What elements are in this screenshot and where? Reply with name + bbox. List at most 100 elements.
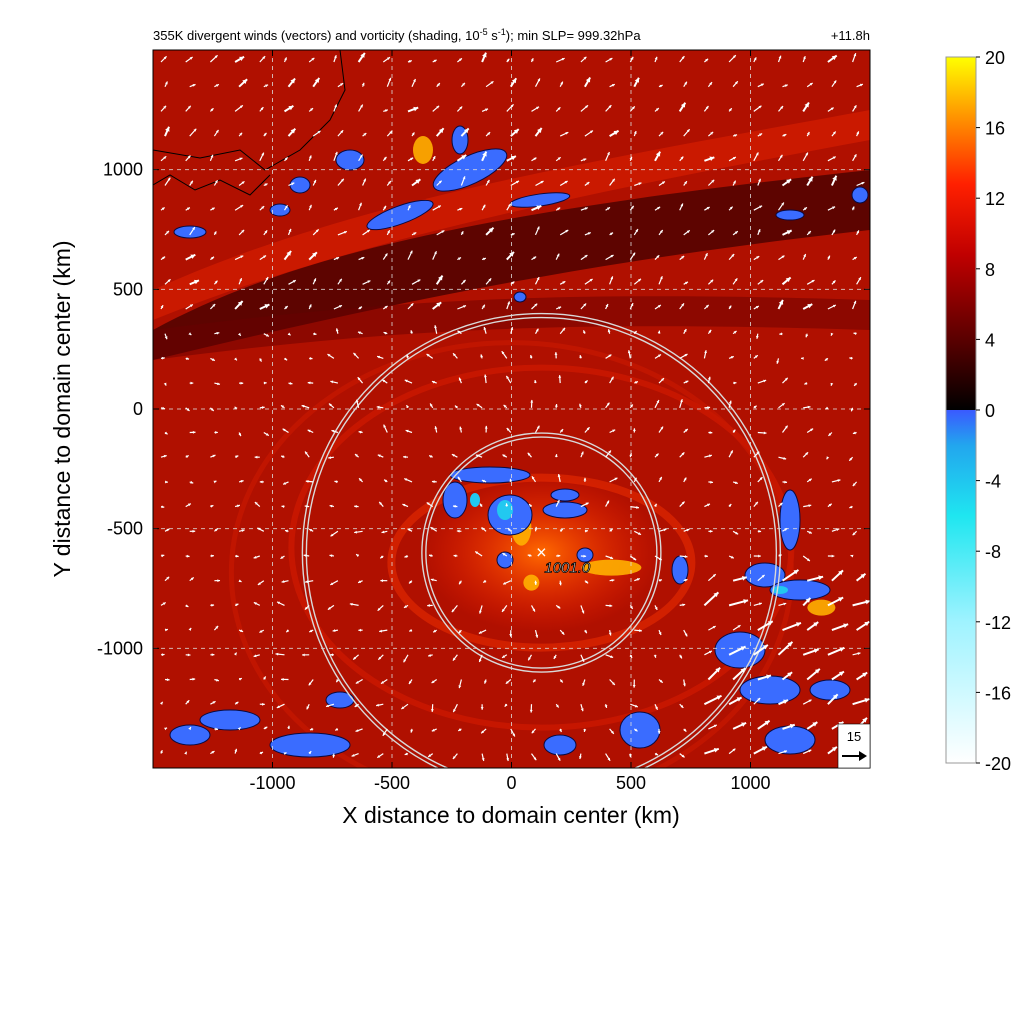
wind-vector — [457, 728, 462, 732]
wind-vector — [354, 530, 363, 534]
wind-vector-head — [558, 582, 562, 586]
wind-vector-head — [657, 330, 661, 334]
wind-vector-head — [215, 84, 219, 87]
wind-vector — [802, 451, 809, 458]
wind-vector — [827, 255, 831, 260]
wind-vector — [259, 303, 270, 310]
wind-vector-head — [359, 154, 363, 158]
wind-vector-head — [410, 330, 414, 334]
wind-vector — [605, 303, 609, 310]
wind-vector-head — [308, 304, 312, 308]
wind-vector — [164, 431, 168, 435]
wind-vector-head — [357, 331, 361, 335]
wind-vector — [327, 353, 335, 359]
wind-vector-head — [581, 610, 585, 614]
wind-vector-head — [306, 706, 310, 710]
wind-vector — [781, 276, 792, 286]
wind-vector — [803, 504, 812, 508]
wind-vector-head — [781, 403, 785, 406]
wind-vector-head — [732, 429, 736, 433]
wind-vector-head — [609, 529, 613, 532]
wind-vector-head — [355, 399, 359, 403]
wind-vector-head — [458, 58, 462, 62]
wind-vector — [432, 205, 442, 211]
wind-vector-head — [326, 704, 329, 708]
wind-vector — [633, 278, 642, 285]
wind-vector-head — [832, 175, 837, 181]
wind-vector — [238, 677, 243, 681]
wind-vector-head — [284, 157, 288, 161]
wind-vector — [856, 230, 860, 236]
wind-vector-head — [413, 106, 419, 112]
wind-vector — [850, 407, 854, 412]
colorbar-tick-label: 4 — [985, 330, 995, 350]
wind-vector — [704, 747, 720, 755]
wind-vector-head — [741, 575, 747, 581]
wind-vector — [757, 178, 762, 186]
wind-vector-head — [766, 674, 771, 680]
wind-vector — [210, 357, 216, 362]
wind-vector-head — [284, 205, 288, 209]
wind-vector-head — [734, 481, 738, 484]
wind-vector-head — [164, 431, 168, 435]
wind-vector-head — [413, 232, 417, 236]
wind-vector — [288, 279, 297, 285]
wind-vector-head — [852, 431, 856, 435]
wind-vector — [481, 151, 488, 162]
wind-vector-head — [436, 105, 440, 109]
wind-vector — [708, 480, 714, 484]
wind-vector-head — [434, 251, 437, 255]
wind-vector-head — [527, 554, 531, 558]
wind-vector-head — [734, 278, 738, 282]
wind-vector-head — [813, 622, 819, 627]
wind-vector — [451, 605, 458, 613]
wind-vector-head — [843, 623, 849, 628]
wind-vector-head — [758, 554, 761, 558]
wind-vector — [213, 625, 219, 631]
wind-vector-head — [530, 399, 534, 403]
wind-vector-head — [838, 671, 844, 676]
wind-vector-head — [740, 668, 746, 673]
wind-vector — [800, 356, 804, 360]
wind-vector — [480, 354, 484, 359]
wind-vector — [802, 253, 807, 260]
wind-vector-head — [261, 406, 265, 409]
radius-ring-inner — [305, 316, 778, 768]
wind-vector — [333, 256, 340, 261]
wind-vector — [334, 480, 338, 484]
wind-vector-head — [710, 480, 714, 484]
x-tick-label: 0 — [506, 773, 516, 793]
wind-vector — [605, 555, 614, 560]
wind-vector-head — [710, 279, 714, 283]
wind-vector-head — [329, 504, 333, 508]
wind-vector — [164, 278, 171, 285]
wind-vector — [407, 106, 419, 113]
wind-vector — [361, 82, 365, 87]
wind-vector — [410, 728, 414, 733]
wind-vector-head — [634, 704, 638, 708]
wind-vector — [555, 703, 560, 708]
wind-vector-head — [505, 680, 509, 684]
wind-vector-head — [779, 154, 783, 158]
wind-vector — [679, 452, 685, 458]
wind-vector-head — [336, 257, 340, 260]
wind-vector — [708, 529, 713, 533]
wind-vector-head — [630, 56, 634, 60]
wind-vector — [510, 128, 520, 137]
y-tick-label: -500 — [107, 519, 143, 539]
wind-vector-head — [211, 256, 214, 260]
wind-vector-head — [404, 752, 408, 756]
wind-vector-head — [334, 207, 338, 211]
wind-vector — [457, 304, 467, 310]
wind-vector-head — [409, 580, 412, 584]
wind-vector — [308, 57, 315, 63]
wind-vector-head — [683, 328, 687, 332]
wind-vector — [679, 703, 684, 709]
wind-vector-head — [560, 81, 563, 85]
wind-vector — [480, 728, 487, 734]
time-label: +11.8h — [831, 28, 870, 43]
wind-vector — [580, 704, 584, 712]
wind-vector-head — [638, 532, 642, 535]
wind-vector — [605, 354, 612, 359]
wind-vector — [258, 358, 263, 362]
